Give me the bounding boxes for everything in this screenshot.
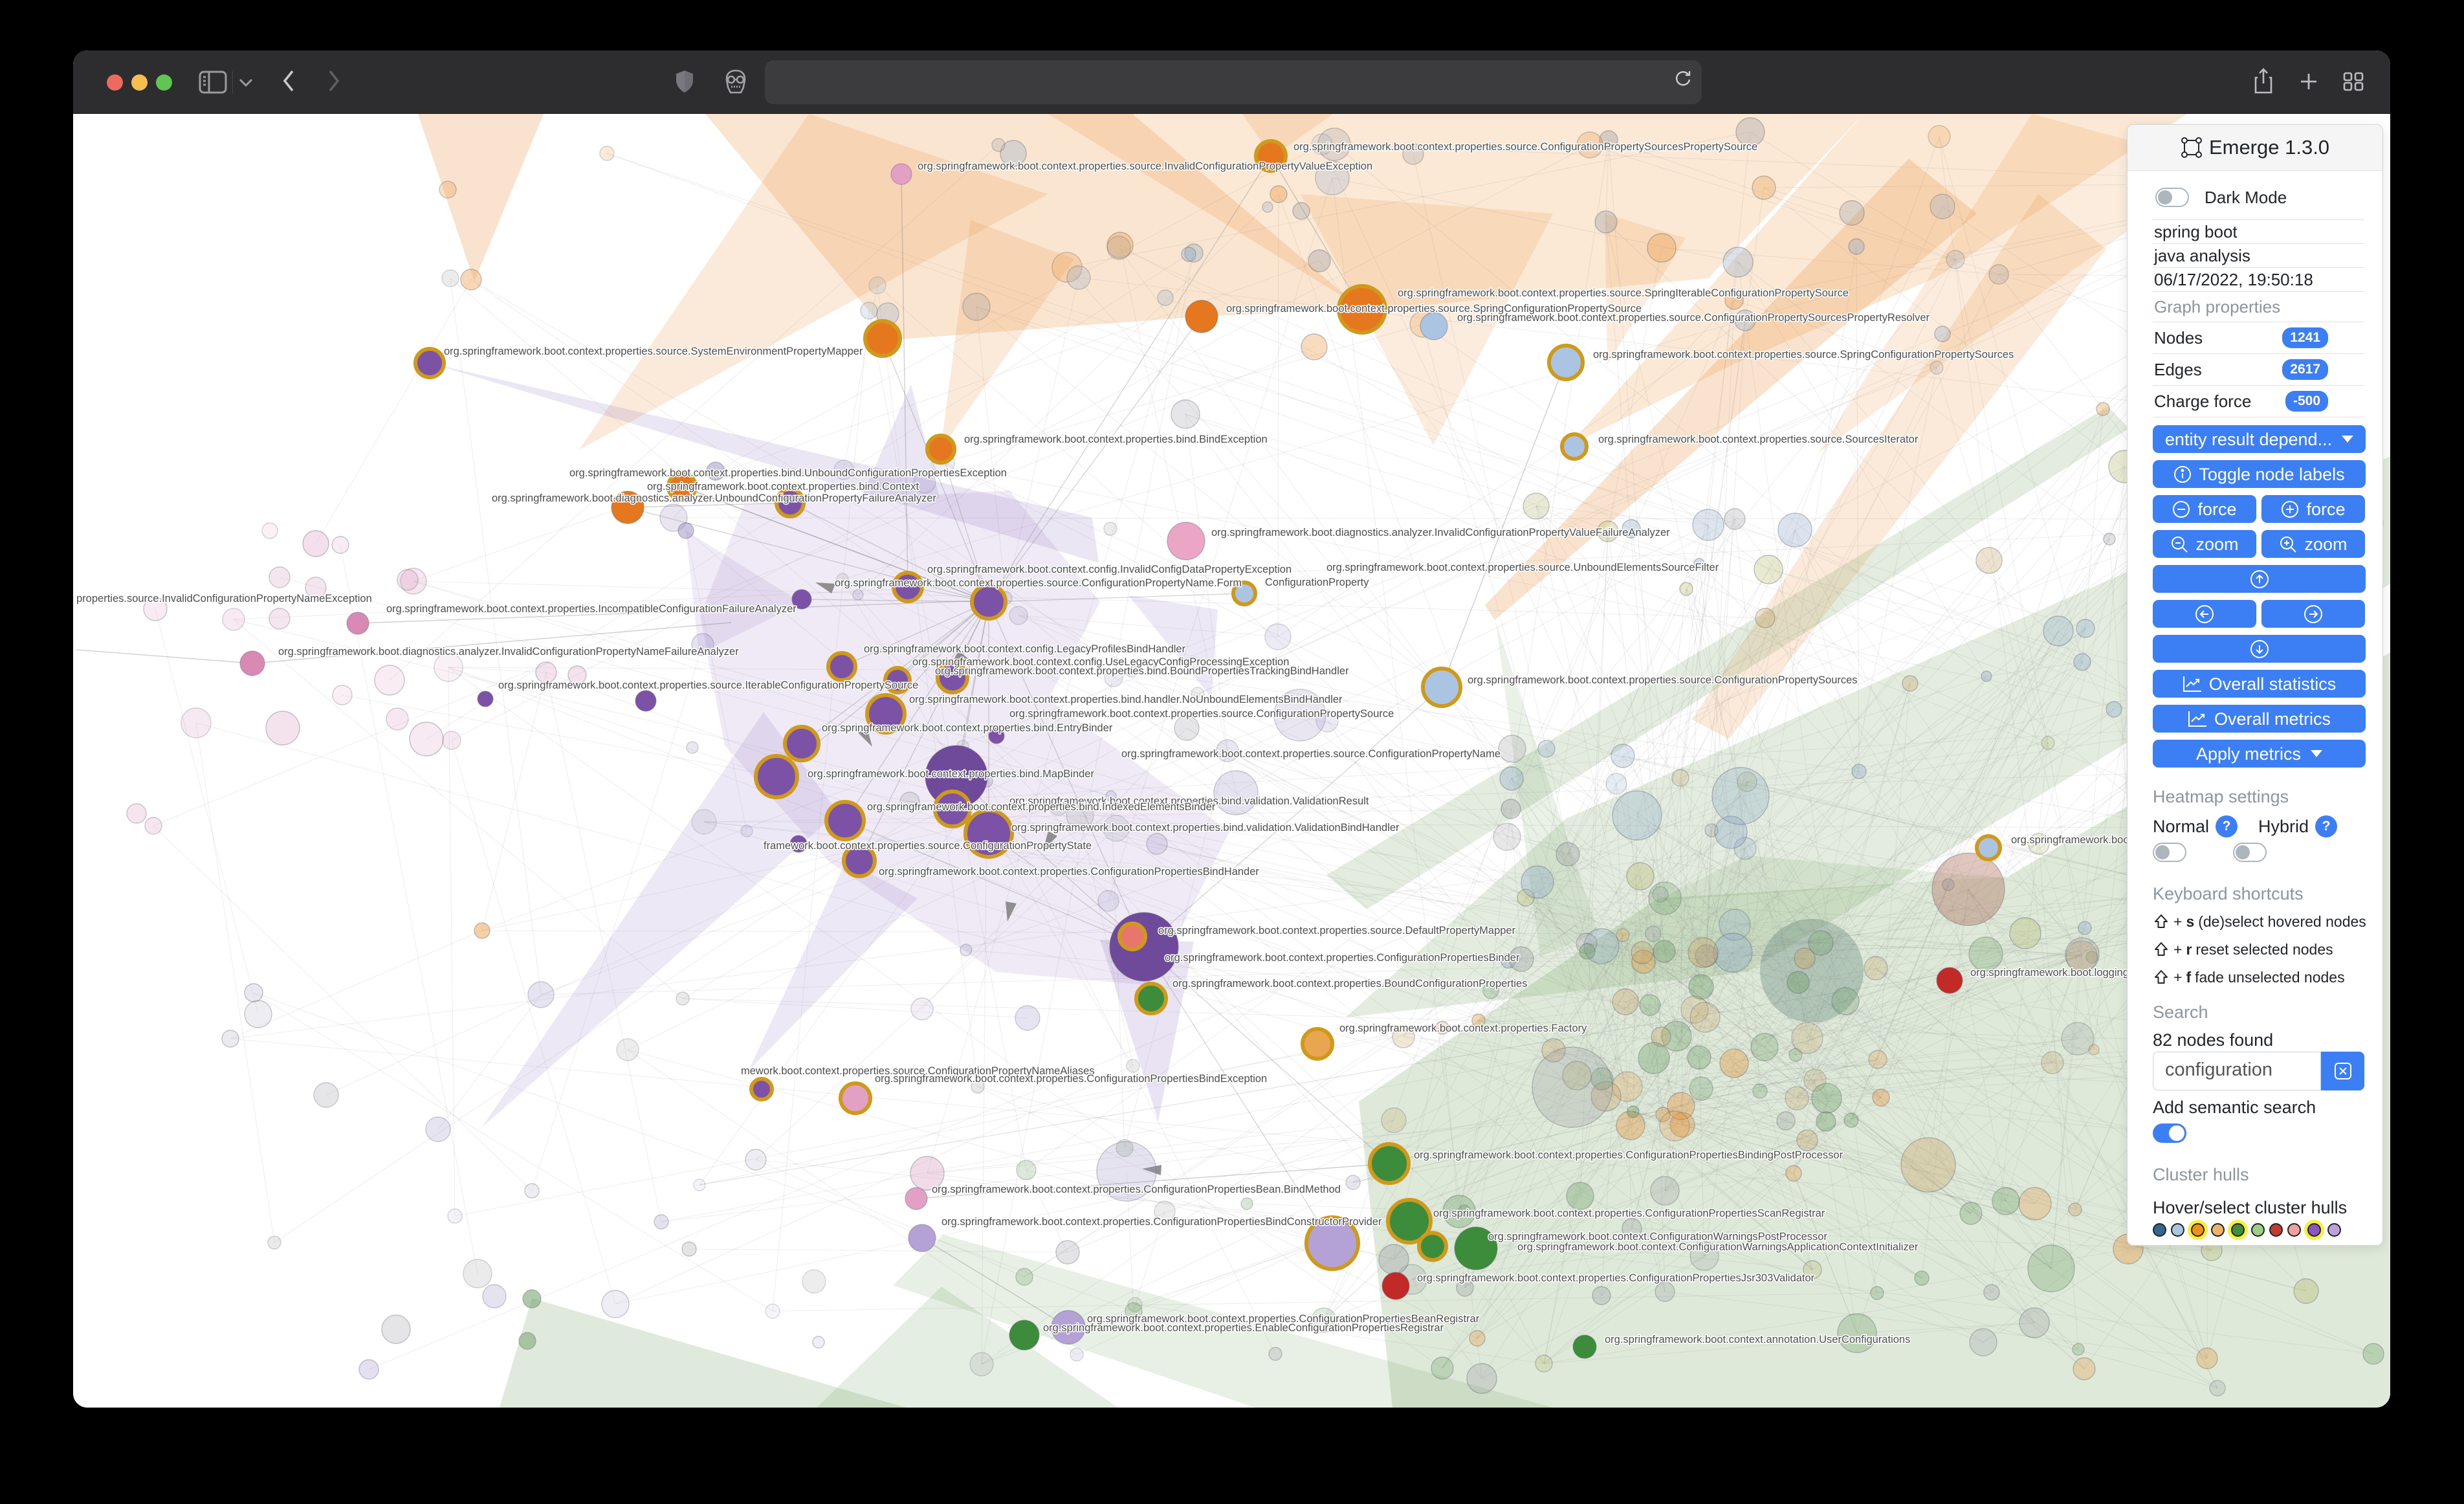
svg-text:org.springframework.boot.conte: org.springframework.boot.context.propert… bbox=[1087, 1313, 1480, 1325]
svg-text:org.springframework.boot.conte: org.springframework.boot.context.propert… bbox=[1593, 349, 2014, 360]
svg-text:org.springframework.boot.conte: org.springframework.boot.context.propert… bbox=[808, 768, 1094, 780]
svg-text:org.springframework.boot.conte: org.springframework.boot.context.propert… bbox=[1043, 1322, 1444, 1334]
svg-text:org.springframework.boot.conte: org.springframework.boot.context.propert… bbox=[1226, 303, 1642, 315]
svg-text:org.springframework.boot.conte: org.springframework.boot.context.propert… bbox=[822, 722, 1113, 734]
svg-text:org.springframework.boot.conte: org.springframework.boot.context.propert… bbox=[1326, 562, 1719, 573]
svg-text:org.springframework.boot.conte: org.springframework.boot.context.propert… bbox=[1468, 674, 1858, 686]
svg-text:org.springframework.boot.conte: org.springframework.boot.context.propert… bbox=[875, 1073, 1267, 1085]
svg-text:org.springframework.boot.conte: org.springframework.boot.context.propert… bbox=[964, 434, 1268, 445]
svg-text:org.springframework.boot.conte: org.springframework.boot.context.propert… bbox=[935, 665, 1349, 677]
svg-text:org.springframework.boot.conte: org.springframework.boot.context.propert… bbox=[1158, 925, 1516, 936]
svg-text:org.springframework.boot.conte: org.springframework.boot.context.propert… bbox=[498, 680, 918, 691]
svg-text:org.springframework.boot.conte: org.springframework.boot.context.Configu… bbox=[1488, 1231, 1827, 1243]
svg-text:org.springframework.boot.conte: org.springframework.boot.context.propert… bbox=[1009, 708, 1394, 720]
svg-text:org.springframework.boot.conte: org.springframework.boot.context.propert… bbox=[444, 346, 863, 357]
svg-text:org.springframework.boot.conte: org.springframework.boot.context.propert… bbox=[569, 467, 1007, 479]
svg-text:org.springframework.boot.conte: org.springframework.boot.context.propert… bbox=[1457, 312, 1930, 324]
svg-text:properties.source.InvalidConfi: properties.source.InvalidConfigurationPr… bbox=[76, 593, 372, 604]
svg-text:mework.boot.context.properties: mework.boot.context.properties.source.Co… bbox=[741, 1065, 1095, 1077]
svg-text:org.springframework.boot.conte: org.springframework.boot.context.propert… bbox=[835, 577, 1242, 589]
svg-text:org.springframework.boot.conte: org.springframework.boot.context.propert… bbox=[879, 866, 1259, 878]
svg-text:org.springframework.boot.conte: org.springframework.boot.context.propert… bbox=[932, 1184, 1341, 1195]
svg-text:org.springframework.boot.conte: org.springframework.boot.context.propert… bbox=[1414, 1149, 1843, 1161]
svg-text:org.springframework.boot.conte: org.springframework.boot.context.propert… bbox=[909, 694, 1343, 705]
svg-text:framework.boot.context.propert: framework.boot.context.properties.source… bbox=[764, 840, 1092, 852]
svg-text:org.springframework.boo: org.springframework.boo bbox=[2011, 834, 2129, 846]
svg-text:org.springframework.boot.conte: org.springframework.boot.context.propert… bbox=[386, 603, 797, 615]
svg-text:org.springframework.boot.diagn: org.springframework.boot.diagnostics.ana… bbox=[1211, 527, 1670, 538]
svg-text:org.springframework.boot.conte: org.springframework.boot.context.propert… bbox=[1009, 795, 1369, 807]
svg-text:org.springframework.boot.conte: org.springframework.boot.context.propert… bbox=[1011, 822, 1400, 834]
svg-text:org.springframework.boot.conte: org.springframework.boot.context.propert… bbox=[1398, 287, 1849, 299]
svg-text:org.springframework.boot.conte: org.springframework.boot.context.annotat… bbox=[1605, 1334, 1910, 1345]
svg-text:org.springframework.boot.conte: org.springframework.boot.context.config.… bbox=[864, 643, 1186, 655]
svg-text:org.springframework.boot.conte: org.springframework.boot.context.propert… bbox=[941, 1216, 1382, 1228]
svg-text:org.springframework.boot.conte: org.springframework.boot.context.propert… bbox=[647, 481, 919, 492]
svg-text:org.springframework.boot.conte: org.springframework.boot.context.propert… bbox=[1433, 1208, 1825, 1219]
svg-text:org.springframework.boot.conte: org.springframework.boot.context.propert… bbox=[1598, 434, 1919, 445]
svg-text:org.springframework.boot.conte: org.springframework.boot.context.Configu… bbox=[1517, 1241, 1919, 1253]
svg-text:org.springframework.boot.diagn: org.springframework.boot.diagnostics.ana… bbox=[492, 492, 936, 504]
svg-text:org.springframework.boot.loggi: org.springframework.boot.logging bbox=[1970, 967, 2129, 979]
svg-text:ConfigurationProperty: ConfigurationProperty bbox=[1265, 577, 1369, 588]
svg-text:org.springframework.boot.conte: org.springframework.boot.context.config.… bbox=[912, 656, 1289, 668]
svg-text:org.springframework.boot.conte: org.springframework.boot.context.propert… bbox=[867, 801, 1216, 813]
svg-text:org.springframework.boot.diagn: org.springframework.boot.diagnostics.ana… bbox=[278, 646, 739, 658]
svg-text:org.springframework.boot.conte: org.springframework.boot.context.propert… bbox=[1165, 952, 1520, 964]
svg-text:org.springframework.boot.conte: org.springframework.boot.context.propert… bbox=[1339, 1023, 1587, 1034]
svg-text:org.springframework.boot.conte: org.springframework.boot.context.propert… bbox=[1293, 141, 1757, 153]
svg-text:org.springframework.boot.conte: org.springframework.boot.context.propert… bbox=[1121, 748, 1501, 760]
svg-text:org.springframework.boot.conte: org.springframework.boot.context.propert… bbox=[918, 160, 1372, 172]
svg-text:org.springframework.boot.conte: org.springframework.boot.context.propert… bbox=[1417, 1272, 1815, 1284]
svg-text:org.springframework.boot.conte: org.springframework.boot.context.propert… bbox=[1172, 978, 1527, 990]
svg-text:org.springframework.boot.conte: org.springframework.boot.context.config.… bbox=[927, 564, 1292, 575]
